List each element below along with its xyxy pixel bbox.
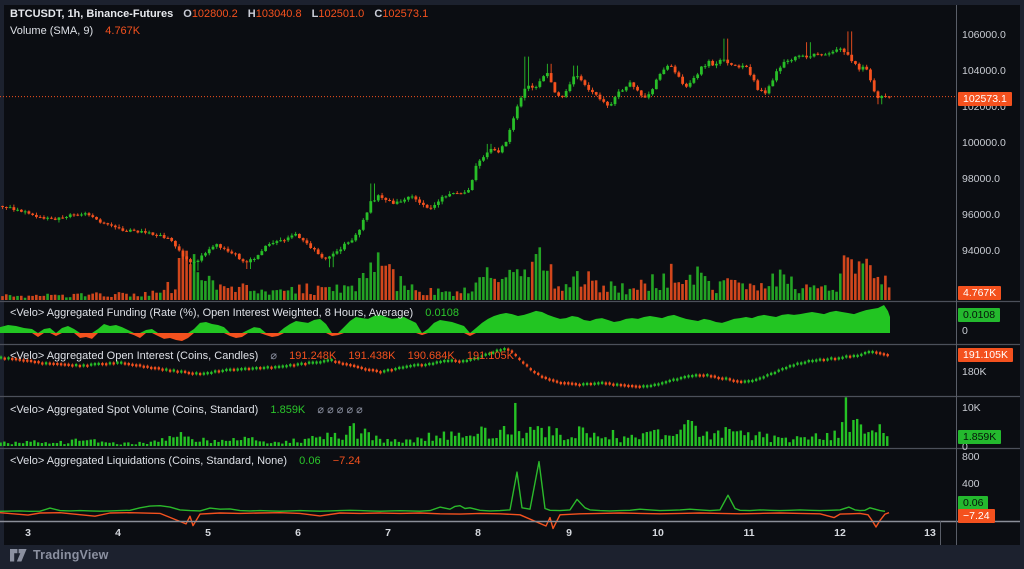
close-label: C [374,8,383,20]
open-value: 102800.2 [191,8,238,20]
price-badge: 102573.1 [958,92,1012,106]
price-axis-label: 100000.0 [962,137,1006,149]
price-badge: 0.0108 [958,308,1001,322]
price-badge: −7.24 [958,509,995,523]
tradingview-watermark-text: TradingView [33,548,109,562]
time-axis-label: 4 [115,527,121,539]
low-label: L [311,8,319,20]
liquidations-legend[interactable]: <Velo> Aggregated Liquidations (Coins, S… [10,455,361,467]
volume-label[interactable]: Volume (SMA, 9) [10,25,94,37]
open-interest-legend[interactable]: <Velo> Aggregated Open Interest (Coins, … [10,349,514,362]
average-icon: ⌀ [270,350,278,362]
price-axis-label: 800 [962,451,980,463]
volume-value: 4.767K [105,25,141,37]
spot-volume-legend[interactable]: <Velo> Aggregated Spot Volume (Coins, St… [10,403,363,416]
price-badge: 0.06 [958,496,989,510]
price-axis-label: 94000.0 [962,245,1000,257]
price-badge: 4.767K [958,286,1002,300]
price-badge: 1.859K [958,430,1002,444]
oi-low-value: 190.684K [407,350,455,362]
price-axis-label: 96000.0 [962,209,1000,221]
time-axis-label: 9 [566,527,572,539]
time-axis-label: 12 [834,527,846,539]
oi-high-value: 191.438K [348,350,396,362]
price-axis-label: 180K [962,366,987,378]
price-axis-label: 0 [962,325,968,337]
time-axis-label: 6 [295,527,301,539]
open-label: O [183,8,192,20]
price-axis-label: 10K [962,402,981,414]
spot-volume-value: 1.859K [270,404,306,416]
liquidations-short-value: −7.24 [332,455,361,467]
null-values: ⌀ ⌀ ⌀ ⌀ ⌀ [317,404,363,416]
time-axis-label: 5 [205,527,211,539]
tradingview-watermark[interactable]: TradingView [10,548,109,562]
price-axis-label: 400 [962,478,980,490]
price-badge: 191.105K [958,348,1013,362]
symbol-legend[interactable]: BTCUSDT, 1h, Binance-Futures O102800.2 H… [10,8,428,20]
tradingview-logo-icon [10,548,27,561]
volume-legend[interactable]: Volume (SMA, 9) 4.767K [10,25,140,37]
high-label: H [247,8,256,20]
high-value: 103040.8 [255,8,302,20]
price-axis-label: 98000.0 [962,173,1000,185]
open-interest-label[interactable]: <Velo> Aggregated Open Interest (Coins, … [10,350,259,362]
time-axis-label: 8 [475,527,481,539]
price-axis-label: 106000.0 [962,29,1006,41]
oi-close-value: 191.105K [466,350,514,362]
liquidations-label[interactable]: <Velo> Aggregated Liquidations (Coins, S… [10,455,288,467]
funding-value: 0.0108 [425,307,459,319]
time-axis-label: 7 [385,527,391,539]
funding-label[interactable]: <Velo> Aggregated Funding (Rate (%), Ope… [10,307,414,319]
price-axis-label: 104000.0 [962,65,1006,77]
close-value: 102573.1 [382,8,429,20]
funding-legend[interactable]: <Velo> Aggregated Funding (Rate (%), Ope… [10,307,459,319]
low-value: 102501.0 [318,8,365,20]
symbol-title[interactable]: BTCUSDT, 1h, Binance-Futures [10,8,174,20]
oi-open-value: 191.248K [289,350,337,362]
time-axis-label: 11 [743,527,755,539]
spot-volume-label[interactable]: <Velo> Aggregated Spot Volume (Coins, St… [10,404,259,416]
time-axis-label: 3 [25,527,31,539]
time-axis-label: 13 [924,527,936,539]
time-axis-label: 10 [652,527,664,539]
liquidations-long-value: 0.06 [299,455,321,467]
price-axis-label: 0 [962,441,968,453]
